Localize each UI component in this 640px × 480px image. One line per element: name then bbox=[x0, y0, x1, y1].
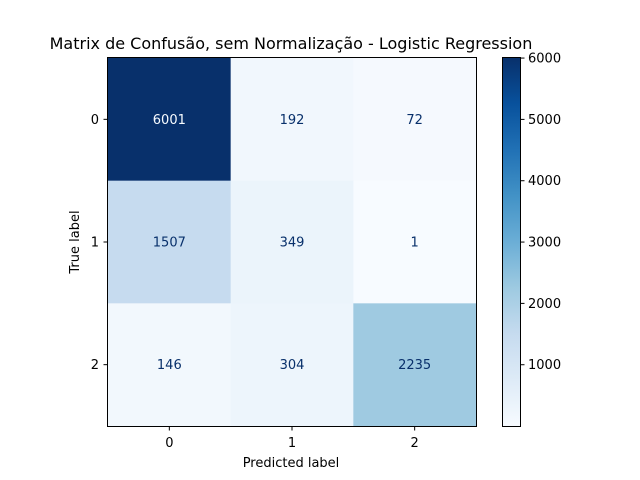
cell-value-labels: 6001 192 72 1507 349 1 146 304 2235 bbox=[153, 113, 431, 373]
cell-value-label-1-0: 1507 bbox=[153, 236, 186, 251]
x-tick-label-0: 0 bbox=[165, 436, 173, 451]
colorbar-tick-label-3: 4000 bbox=[528, 174, 561, 189]
heatmap-cell-2-2 bbox=[353, 303, 477, 427]
cell-value-label-2-1: 304 bbox=[280, 358, 305, 373]
cell-value-label-2-0: 146 bbox=[157, 358, 182, 373]
colorbar-axis: 1000 2000 3000 4000 5000 6000 bbox=[520, 52, 561, 373]
y-tick-label-2: 2 bbox=[91, 358, 99, 373]
cell-value-label-0-1: 192 bbox=[280, 113, 305, 128]
y-axis-label: True label bbox=[68, 210, 83, 274]
cell-value-label-1-1: 349 bbox=[280, 236, 305, 251]
colorbar bbox=[502, 57, 521, 427]
y-tick-label-0: 0 bbox=[91, 113, 99, 128]
y-tick-label-1: 1 bbox=[91, 236, 99, 251]
cell-value-label-2-2: 2235 bbox=[398, 358, 431, 373]
cell-value-label-0-2: 72 bbox=[406, 113, 423, 128]
x-axis: 0 1 2 bbox=[165, 426, 419, 451]
x-tick-label-2: 2 bbox=[411, 436, 419, 451]
chart-title: Matrix de Confusão, sem Normalização - L… bbox=[50, 34, 533, 53]
x-tick-label-1: 1 bbox=[288, 436, 296, 451]
cell-value-label-0-0: 6001 bbox=[153, 113, 186, 128]
heatmap-cell-0-1 bbox=[230, 58, 354, 182]
heatmap-cell-1-1 bbox=[230, 180, 354, 304]
heatmap-cells bbox=[108, 58, 477, 427]
heatmap-cell-2-0 bbox=[108, 303, 232, 427]
x-axis-label: Predicted label bbox=[243, 456, 340, 471]
colorbar-tick-label-0: 1000 bbox=[528, 358, 561, 373]
heatmap-cell-1-2 bbox=[353, 180, 477, 304]
colorbar-tick-label-2: 3000 bbox=[528, 236, 561, 251]
heatmap-cell-1-0 bbox=[108, 180, 232, 304]
colorbar-tick-label-4: 5000 bbox=[528, 113, 561, 128]
colorbar-tick-label-5: 6000 bbox=[528, 52, 561, 67]
cell-value-label-1-2: 1 bbox=[411, 236, 419, 251]
y-axis: 0 1 2 bbox=[91, 113, 108, 373]
heatmap-cell-0-0 bbox=[108, 58, 232, 182]
colorbar-tick-label-1: 2000 bbox=[528, 297, 561, 312]
heatmap-cell-0-2 bbox=[353, 58, 477, 182]
heatmap-cell-2-1 bbox=[230, 303, 354, 427]
